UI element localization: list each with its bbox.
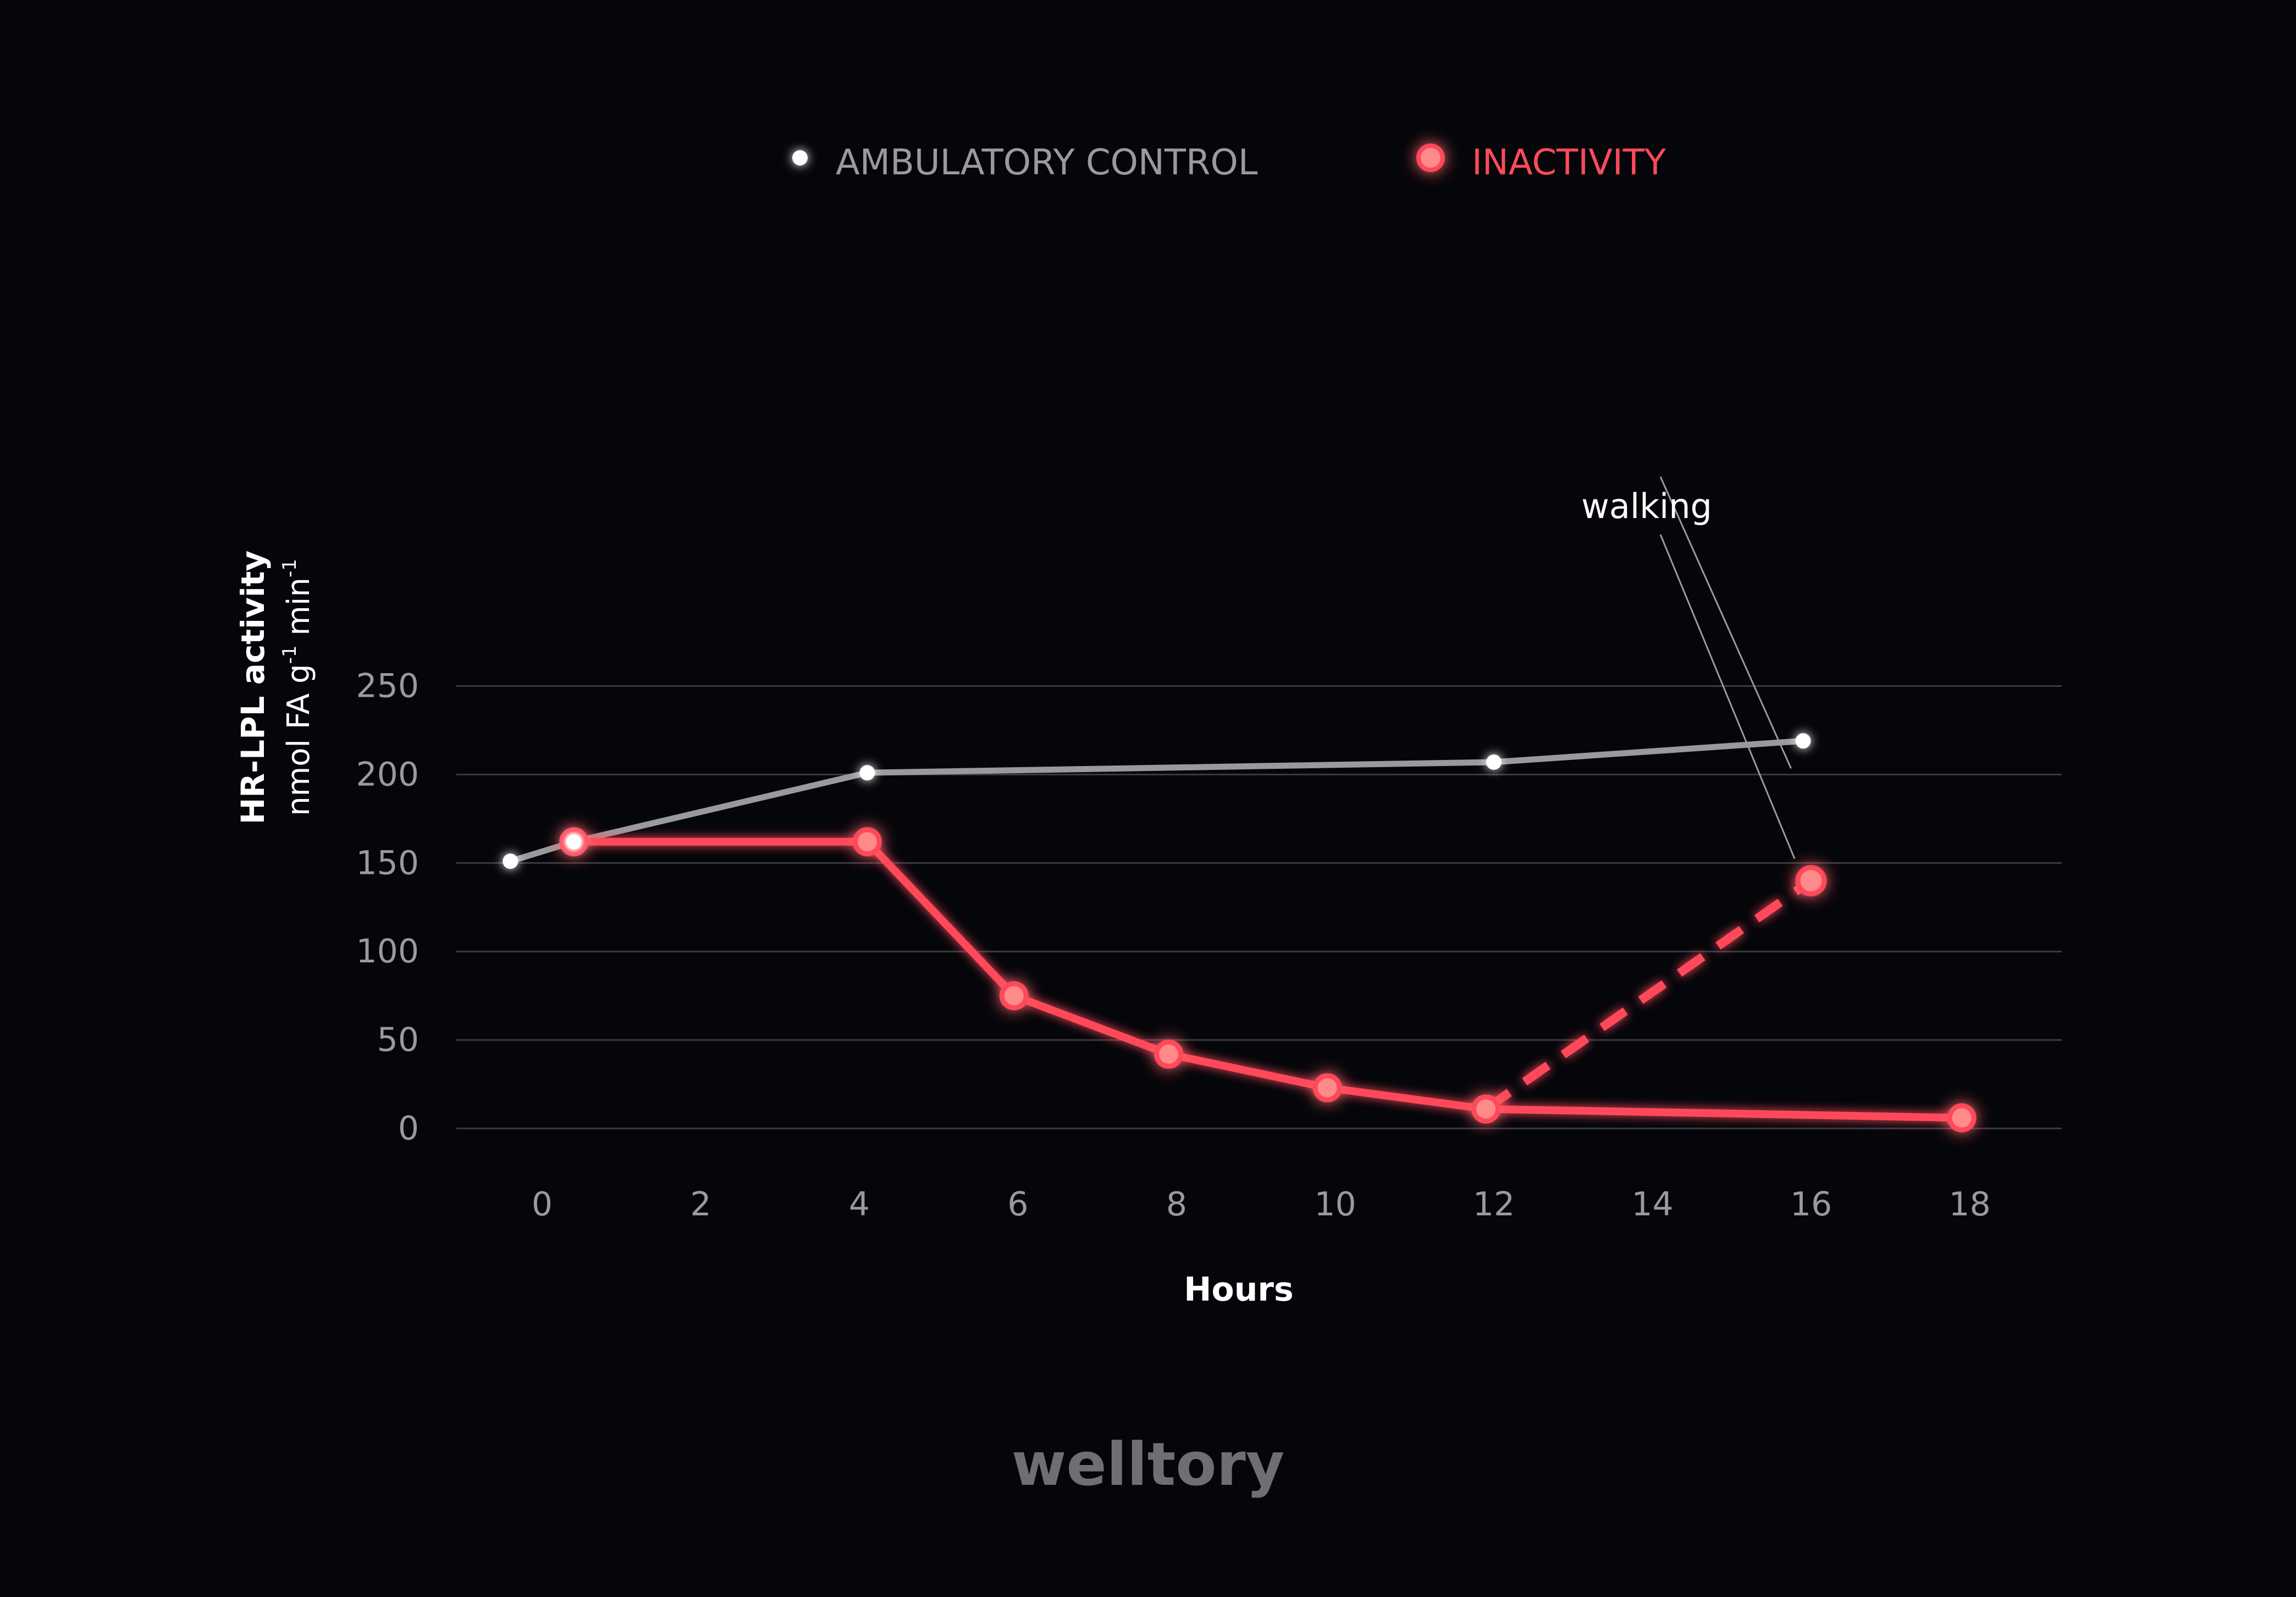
legend: AMBULATORY CONTROL INACTIVITY bbox=[792, 142, 1666, 183]
y-tick-label-50: 50 bbox=[377, 1021, 419, 1059]
y-tick-label-200: 200 bbox=[356, 755, 419, 794]
ambulatory-point-2 bbox=[859, 765, 875, 781]
y-axis-units-exponent-2: -1 bbox=[279, 559, 301, 577]
legend-inactivity-marker bbox=[1416, 144, 1445, 172]
legend-ambulatory-marker bbox=[792, 150, 808, 166]
annotation-leader-bottom bbox=[1659, 534, 1796, 860]
x-tick-label-4: 4 bbox=[849, 1185, 870, 1224]
inactivity-point-4 bbox=[1312, 1073, 1342, 1103]
y-axis-units-mid: min bbox=[281, 577, 317, 645]
x-tick-label-18: 18 bbox=[1949, 1185, 1990, 1224]
legend-inactivity-label: INACTIVITY bbox=[1472, 142, 1666, 183]
annotation-leader-top bbox=[1659, 476, 1792, 769]
ambulatory-point-0 bbox=[503, 853, 518, 869]
inactivity-point-2 bbox=[999, 981, 1029, 1011]
series-lines bbox=[507, 737, 1966, 1122]
x-tick-label-16: 16 bbox=[1790, 1185, 1832, 1224]
x-axis-title: Hours bbox=[1184, 1270, 1293, 1309]
x-tick-label-0: 0 bbox=[532, 1185, 553, 1224]
ambulatory-point-1 bbox=[566, 834, 582, 850]
x-tick-label-8: 8 bbox=[1166, 1185, 1187, 1224]
y-tick-labels: 0 50 100 150 200 250 bbox=[356, 667, 419, 1148]
x-tick-labels: 0 2 4 6 8 10 12 14 16 18 bbox=[532, 1185, 1991, 1224]
ambulatory-point-4 bbox=[1795, 733, 1811, 749]
y-axis-units: nmol FA g-1 min-1 bbox=[279, 559, 317, 816]
inactivity-line bbox=[570, 838, 1966, 1122]
inactivity-point-1 bbox=[852, 827, 882, 857]
x-tick-label-12: 12 bbox=[1473, 1185, 1515, 1224]
x-tick-label-2: 2 bbox=[690, 1185, 711, 1224]
gridlines bbox=[456, 685, 2062, 1130]
series-points bbox=[503, 733, 1977, 1133]
y-tick-label-0: 0 bbox=[398, 1109, 419, 1148]
x-tick-label-6: 6 bbox=[1007, 1185, 1028, 1224]
y-tick-label-150: 150 bbox=[356, 844, 419, 882]
annotation-label: walking bbox=[1581, 486, 1712, 526]
walking-dashed-line bbox=[1483, 877, 1814, 1113]
inactivity-point-6 bbox=[1947, 1103, 1977, 1133]
y-tick-label-100: 100 bbox=[356, 932, 419, 971]
inactivity-point-5 bbox=[1471, 1094, 1501, 1124]
brand-logo: welltory bbox=[1012, 1430, 1285, 1499]
walking-point bbox=[1795, 864, 1827, 896]
inactivity-point-3 bbox=[1154, 1039, 1184, 1069]
x-tick-label-10: 10 bbox=[1314, 1185, 1356, 1224]
ambulatory-point-3 bbox=[1486, 754, 1502, 770]
y-axis-title: HR-LPL activity bbox=[234, 550, 272, 824]
y-axis-units-exponent-1: -1 bbox=[279, 646, 301, 664]
legend-ambulatory-label: AMBULATORY CONTROL bbox=[836, 142, 1258, 183]
x-tick-label-14: 14 bbox=[1631, 1185, 1673, 1224]
y-axis-units-prefix: nmol FA g bbox=[281, 664, 317, 816]
walking-annotation: walking bbox=[1581, 476, 1796, 860]
y-tick-label-250: 250 bbox=[356, 667, 419, 706]
